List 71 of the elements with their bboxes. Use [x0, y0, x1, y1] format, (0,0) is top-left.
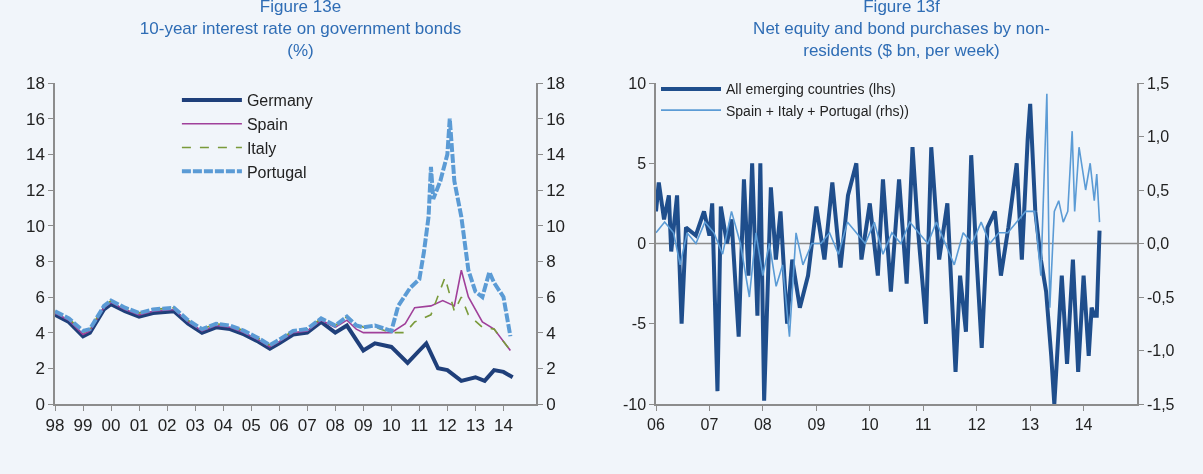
y2-tick-label: 8 — [546, 252, 556, 272]
y2-tick-label: 0,0 — [1146, 235, 1170, 253]
x-tick-label: 06 — [269, 416, 289, 436]
chart-subtitle: 10-year interest rate on government bonds (%) — [139, 19, 462, 61]
y2-tick-label: 6 — [546, 287, 556, 307]
y-tick-label: 10 — [628, 74, 647, 92]
x-tick-label: 12 — [437, 416, 457, 436]
y-tick-label: 18 — [25, 73, 45, 93]
y2-tick-label: -1,5 — [1146, 395, 1175, 413]
y-tick-label: 8 — [35, 252, 45, 272]
y-tick-label: 12 — [25, 180, 45, 200]
x-tick-label: 07 — [700, 415, 719, 433]
line-series — [55, 302, 515, 383]
x-tick-label: 10 — [381, 416, 401, 436]
y2-tick-label: 0 — [546, 394, 556, 414]
x-tick-label: 11 — [410, 416, 429, 436]
y2-tick-label: 1,0 — [1146, 128, 1170, 146]
x-tick-label: 13 — [465, 416, 485, 436]
y2-tick-label: 10 — [546, 216, 566, 236]
legend-label: Spain — [246, 115, 288, 133]
x-tick-label: 09 — [353, 416, 373, 436]
x-tick-label: 01 — [129, 416, 149, 436]
y2-tick-label: 4 — [546, 323, 556, 343]
y-tick-label: 0 — [35, 394, 45, 414]
legend-label: Spain + Italy + Portugal (rhs)) — [726, 102, 909, 119]
x-tick-label: 06 — [647, 415, 665, 433]
y-tick-label: 6 — [35, 287, 45, 307]
x-tick-label: 98 — [45, 416, 65, 436]
chart-subtitle: Net equity and bond purchases by non-residents ($ bn, per week) — [753, 19, 1050, 61]
x-tick-label: 08 — [325, 416, 345, 436]
x-tick-label: 14 — [494, 416, 513, 436]
x-tick-label: 00 — [101, 416, 121, 436]
x-tick-label: 03 — [185, 416, 205, 436]
x-tick-label: 14 — [1074, 415, 1093, 433]
line-series — [656, 101, 1102, 404]
y-tick-label: -5 — [631, 315, 647, 333]
y2-tick-label: -1,0 — [1146, 342, 1175, 360]
y2-tick-label: 12 — [546, 180, 566, 200]
y2-tick-label: 16 — [546, 109, 566, 129]
y2-tick-label: 2 — [546, 359, 556, 379]
chart-title: Figure 13f — [863, 0, 941, 16]
y-tick-label: 4 — [35, 323, 45, 343]
y2-tick-label: 0,5 — [1146, 181, 1170, 199]
y2-tick-label: -0,5 — [1146, 288, 1175, 306]
y-tick-label: 5 — [637, 154, 647, 172]
y2-tick-label: 14 — [546, 145, 566, 165]
y-tick-label: 2 — [35, 359, 45, 379]
x-tick-label: 05 — [241, 416, 261, 436]
y-tick-label: 16 — [25, 109, 45, 129]
x-tick-label: 10 — [860, 415, 879, 433]
y-tick-label: -10 — [622, 395, 647, 413]
line-series — [55, 116, 513, 348]
legend-label: Portugal — [246, 163, 307, 181]
y-tick-label: 10 — [25, 216, 45, 236]
x-tick-label: 08 — [753, 415, 772, 433]
legend-label: Italy — [246, 139, 277, 157]
legend-label: Germany — [246, 92, 313, 110]
x-tick-label: 99 — [73, 416, 93, 436]
y-tick-label: 0 — [637, 235, 647, 253]
x-tick-label: 12 — [967, 415, 986, 433]
legend-label: All emerging countries (lhs) — [726, 81, 896, 98]
x-tick-label: 02 — [157, 416, 177, 436]
y2-tick-label: 18 — [546, 73, 566, 93]
x-tick-label: 04 — [213, 416, 233, 436]
x-tick-label: 13 — [1021, 415, 1040, 433]
x-tick-label: 11 — [914, 415, 932, 433]
x-tick-label: 07 — [297, 416, 317, 436]
y2-tick-label: 1,5 — [1146, 74, 1170, 92]
x-tick-label: 09 — [807, 415, 826, 433]
y-tick-label: 14 — [25, 145, 45, 165]
chart-title: Figure 13e — [259, 0, 342, 16]
